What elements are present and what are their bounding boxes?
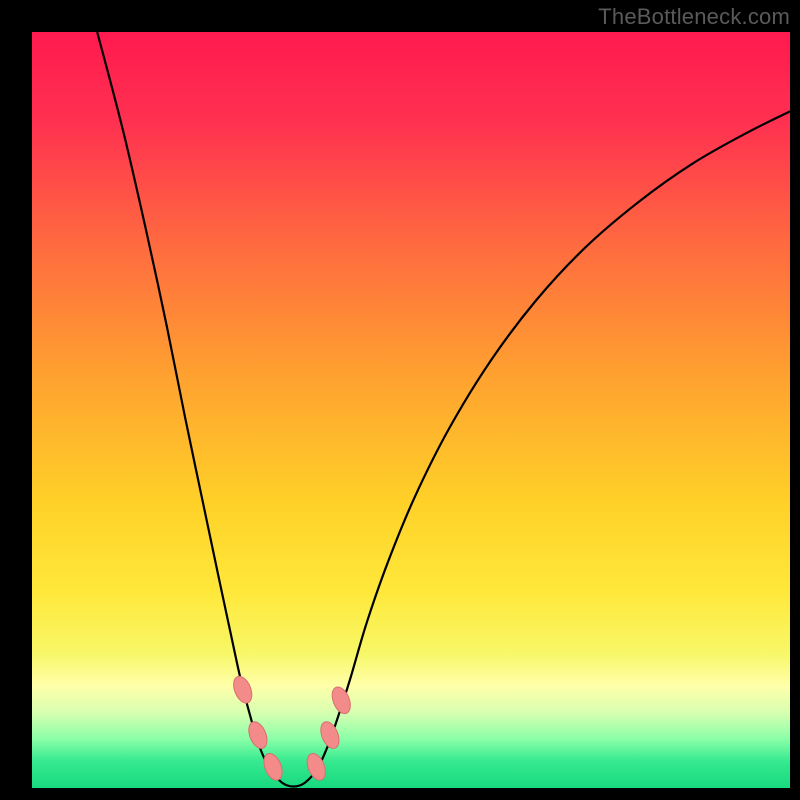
marker-point: [304, 751, 329, 783]
curve-layer: [32, 32, 790, 788]
marker-point: [317, 719, 342, 751]
marker-point: [329, 684, 354, 716]
marker-point: [230, 674, 255, 706]
plot-area: [32, 32, 790, 788]
marker-point: [245, 719, 270, 751]
watermark-text: TheBottleneck.com: [598, 4, 790, 30]
bottleneck-curve: [97, 32, 790, 786]
